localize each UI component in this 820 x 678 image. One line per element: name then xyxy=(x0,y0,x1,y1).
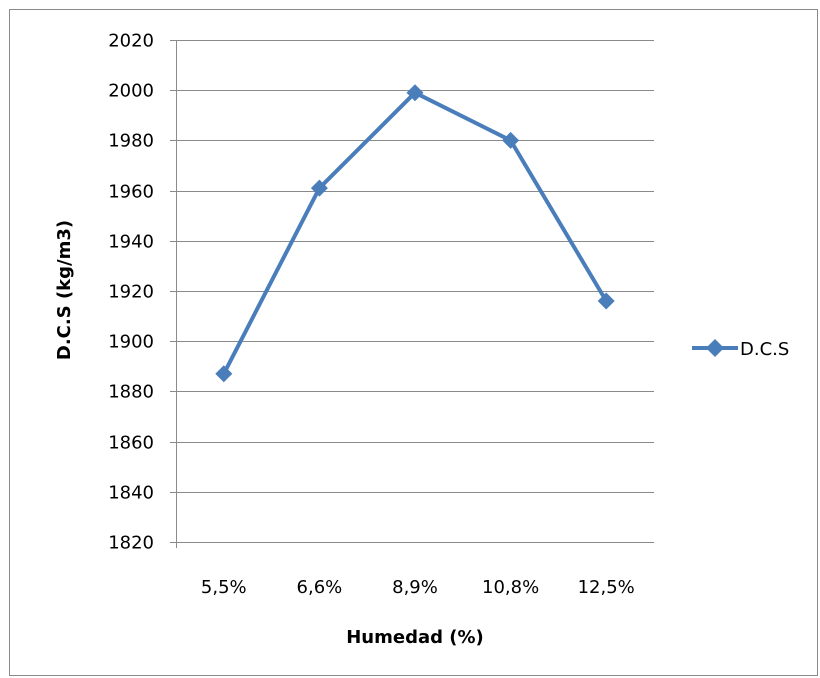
x-tick-label: 10,8% xyxy=(482,577,539,598)
x-tick-label: 5,5% xyxy=(201,577,247,598)
data-point xyxy=(310,179,328,197)
y-tick-label: 1820 xyxy=(108,533,154,554)
data-point xyxy=(597,292,615,310)
y-tick-label: 1840 xyxy=(108,483,154,504)
y-tick-label: 1880 xyxy=(108,382,154,403)
series-layer xyxy=(215,84,615,383)
y-tick-label: 2020 xyxy=(108,31,154,52)
data-point xyxy=(502,131,520,149)
legend-label: D.C.S xyxy=(740,339,789,360)
legend-marker xyxy=(706,339,724,357)
y-tick-label: 1940 xyxy=(108,232,154,253)
legend: D.C.S xyxy=(692,339,789,360)
y-axis-title: D.C.S (kg/m3) xyxy=(54,220,75,360)
y-tick-label: 2000 xyxy=(108,81,154,102)
data-point xyxy=(406,84,424,102)
x-tick-label: 12,5% xyxy=(578,577,635,598)
x-axis-ticks: 5,5% 6,6% 8,9% 10,8% 12,5% xyxy=(201,577,635,598)
y-tick-label: 1960 xyxy=(108,182,154,203)
data-point xyxy=(215,365,233,383)
y-tick-label: 1860 xyxy=(108,433,154,454)
x-tick-label: 8,9% xyxy=(392,577,438,598)
y-axis-ticks: 1820 1840 1860 1880 1900 1920 1940 1960 1980 2000… xyxy=(108,31,176,554)
axes xyxy=(170,40,654,548)
y-tick-label: 1980 xyxy=(108,131,154,152)
chart-border xyxy=(9,9,818,676)
x-tick-label: 6,6% xyxy=(297,577,343,598)
y-tick-label: 1900 xyxy=(108,332,154,353)
x-axis-title: Humedad (%) xyxy=(346,627,484,648)
y-tick-label: 1920 xyxy=(108,282,154,303)
